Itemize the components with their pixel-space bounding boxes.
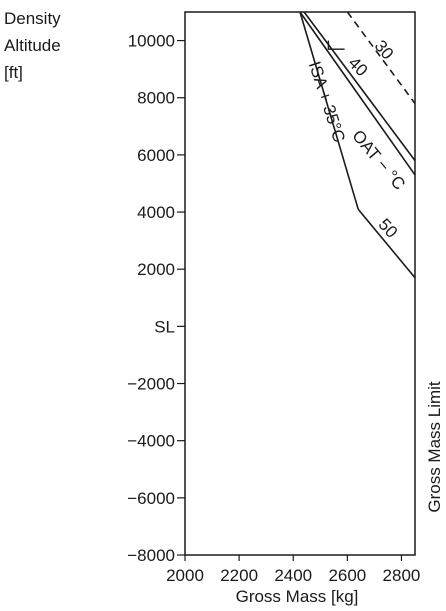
y-axis-label-line-2: Altitude xyxy=(4,36,61,55)
curve-line xyxy=(346,11,416,104)
y-tick-label: −4000 xyxy=(127,432,175,451)
y-axis-label: Density Altitude [ft] xyxy=(4,9,61,82)
x-tick-label: 2200 xyxy=(220,566,258,585)
y-tick-label: 8000 xyxy=(137,89,175,108)
curve-line xyxy=(299,11,359,210)
curve-label: 40 xyxy=(345,53,372,80)
y-tick-label: 10000 xyxy=(128,32,175,51)
y-tick-label: SL xyxy=(154,317,175,336)
curve-label: 50 xyxy=(375,215,402,242)
x-axis-label: Gross Mass [kg] xyxy=(236,587,359,606)
x-tick-label: 2400 xyxy=(274,566,312,585)
x-tick-label: 2600 xyxy=(328,566,366,585)
y-tick-label: −8000 xyxy=(127,546,175,565)
curve-label: 30 xyxy=(371,37,398,64)
gross-mass-limit-label: Gross Mass Limit xyxy=(425,381,444,513)
y-tick-label: −2000 xyxy=(127,375,175,394)
curve-line xyxy=(357,208,416,279)
x-tick-label: 2000 xyxy=(166,566,204,585)
curve-line xyxy=(299,11,416,176)
chart-curves xyxy=(299,11,416,279)
curve-line xyxy=(303,11,416,162)
y-tick-label: −6000 xyxy=(127,489,175,508)
plot-frame xyxy=(184,11,416,556)
plot-area xyxy=(184,11,416,556)
x-axis-ticks: 2000 2200 2400 2600 2800 xyxy=(166,555,420,585)
y-axis-label-line-3: [ft] xyxy=(4,63,23,82)
curve-label: OAT − °C xyxy=(348,126,409,193)
curve-40-flag xyxy=(327,40,345,50)
x-tick-label: 2800 xyxy=(383,566,421,585)
y-tick-label: 6000 xyxy=(137,146,175,165)
y-tick-label: 2000 xyxy=(137,260,175,279)
y-tick-label: 4000 xyxy=(137,203,175,222)
y-axis-label-line-1: Density xyxy=(4,9,61,28)
y-axis-ticks: 10000 8000 6000 4000 2000 SL −2000 −4000 −6000 −8… xyxy=(127,32,185,565)
